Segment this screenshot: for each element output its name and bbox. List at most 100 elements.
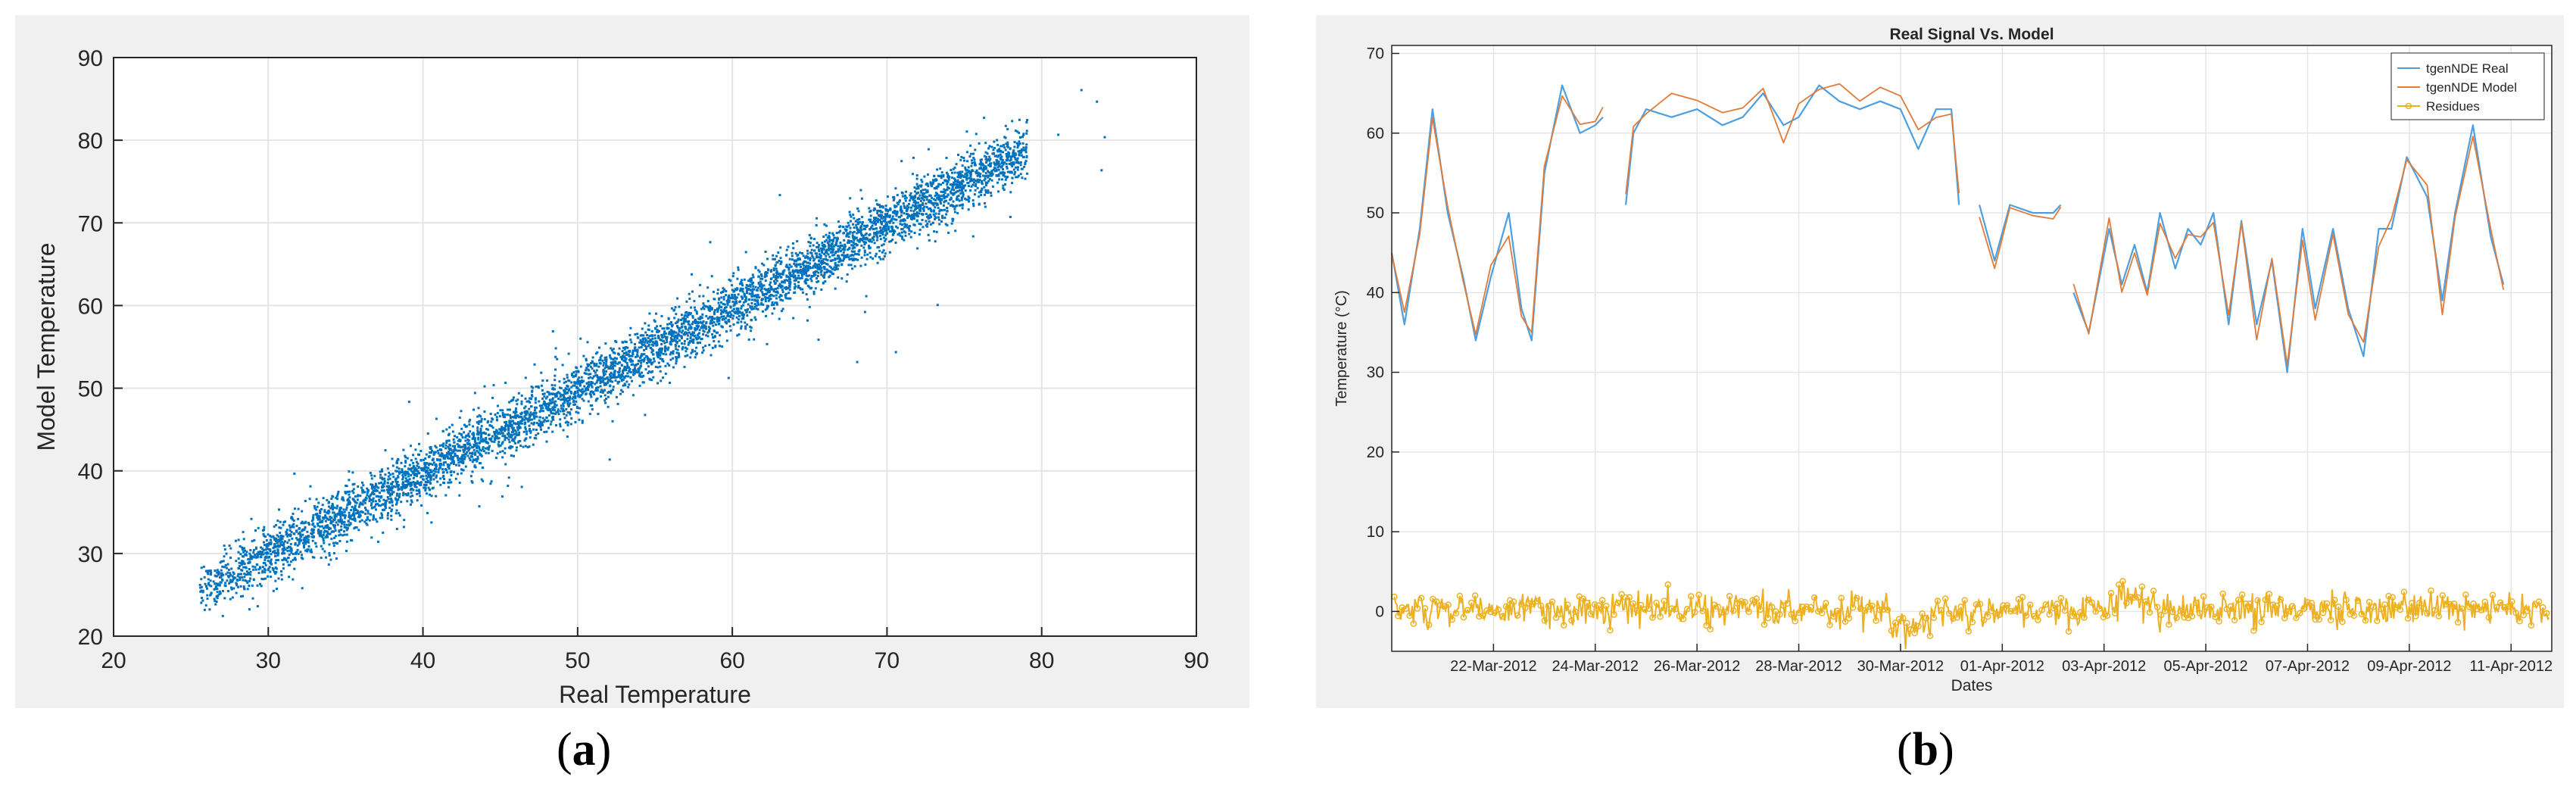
- data-point: [376, 520, 379, 523]
- data-point: [414, 482, 417, 485]
- data-point: [590, 362, 592, 364]
- data-point: [394, 485, 397, 488]
- data-point: [510, 426, 513, 429]
- data-point: [598, 359, 600, 362]
- data-point: [414, 448, 417, 451]
- data-point: [467, 449, 470, 452]
- data-point: [881, 232, 884, 235]
- data-point: [893, 197, 896, 200]
- data-point: [253, 548, 255, 551]
- data-point: [856, 207, 859, 210]
- data-point: [869, 238, 872, 241]
- data-point: [990, 179, 993, 182]
- data-point: [953, 181, 956, 184]
- data-point: [360, 486, 363, 489]
- data-point: [800, 265, 802, 268]
- data-point: [905, 213, 908, 216]
- data-point: [560, 404, 563, 407]
- data-point: [572, 399, 575, 402]
- data-point: [505, 436, 508, 439]
- data-point: [407, 475, 410, 478]
- data-point: [640, 353, 643, 356]
- data-point: [514, 422, 517, 425]
- data-point: [875, 234, 878, 237]
- data-point: [804, 268, 807, 271]
- data-point: [426, 470, 429, 473]
- data-point: [1024, 163, 1027, 166]
- data-point: [799, 270, 802, 273]
- data-point: [430, 470, 433, 473]
- data-point: [684, 354, 687, 357]
- data-point: [797, 276, 800, 279]
- data-point: [340, 529, 343, 531]
- data-point: [467, 439, 470, 442]
- data-point: [934, 215, 937, 218]
- data-point: [319, 509, 322, 512]
- data-point: [831, 239, 834, 242]
- data-point: [573, 384, 576, 387]
- data-point: [841, 248, 844, 251]
- data-point: [303, 537, 306, 540]
- data-point: [458, 438, 461, 441]
- data-point: [620, 389, 623, 392]
- data-point: [504, 438, 507, 442]
- data-point: [705, 314, 708, 317]
- data-point: [275, 559, 278, 562]
- data-point: [353, 500, 356, 503]
- data-point: [380, 468, 383, 471]
- data-point: [470, 446, 473, 449]
- data-point: [953, 171, 956, 174]
- data-point: [991, 185, 994, 188]
- data-point: [1021, 176, 1024, 179]
- data-point: [588, 376, 590, 379]
- data-point: [599, 376, 602, 379]
- data-point: [723, 303, 726, 306]
- data-point: [433, 467, 436, 470]
- data-point: [937, 194, 940, 197]
- data-point: [860, 234, 863, 237]
- data-point: [442, 442, 445, 445]
- data-point: [788, 286, 791, 289]
- data-point: [306, 530, 309, 533]
- data-point: [940, 174, 943, 177]
- data-point: [459, 449, 461, 452]
- data-point: [470, 480, 473, 482]
- data-point: [364, 513, 367, 515]
- data-point: [214, 603, 217, 606]
- data-point: [564, 387, 567, 390]
- data-point: [334, 524, 336, 527]
- data-point: [469, 452, 472, 455]
- data-point: [598, 361, 601, 364]
- data-point: [860, 238, 863, 241]
- data-point: [534, 406, 536, 409]
- data-point: [810, 248, 813, 251]
- data-point: [528, 424, 531, 427]
- data-point: [535, 422, 538, 425]
- data-point: [541, 410, 544, 413]
- data-point: [476, 457, 479, 460]
- data-point: [725, 290, 728, 292]
- data-point: [835, 239, 838, 242]
- data-point: [442, 481, 445, 484]
- data-point: [611, 365, 614, 368]
- data-point: [618, 370, 621, 373]
- data-point: [380, 481, 382, 484]
- data-point: [473, 437, 476, 440]
- data-point: [507, 431, 510, 434]
- data-point: [480, 417, 483, 420]
- data-point: [398, 496, 401, 498]
- data-point: [672, 335, 675, 338]
- data-point: [805, 272, 807, 275]
- data-point: [301, 520, 304, 523]
- data-point: [742, 315, 745, 318]
- data-point: [483, 439, 486, 442]
- data-point: [357, 512, 360, 514]
- data-point: [725, 311, 728, 314]
- data-point: [375, 488, 378, 491]
- data-point: [602, 369, 605, 371]
- data-point: [254, 568, 257, 571]
- data-point: [1025, 121, 1028, 123]
- data-point: [1019, 136, 1021, 139]
- data-point: [731, 297, 734, 300]
- data-point: [427, 463, 430, 467]
